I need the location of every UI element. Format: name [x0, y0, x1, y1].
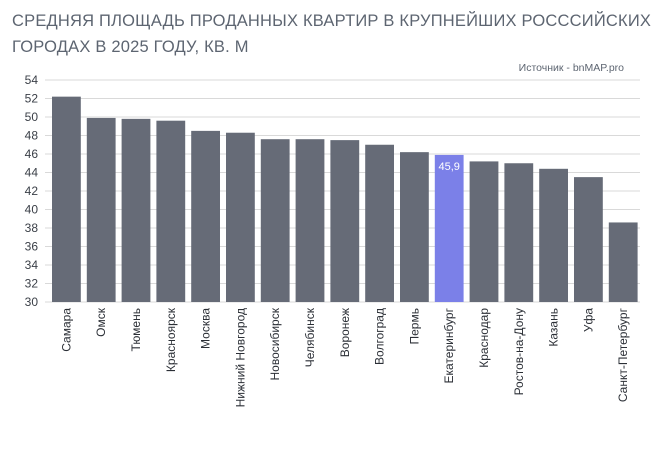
x-tick-label: Омск — [94, 307, 108, 337]
bar — [365, 144, 394, 302]
x-tick-label: Ростов-на-Дону — [512, 308, 526, 395]
x-tick-label: Казань — [547, 308, 561, 347]
y-tick-label: 44 — [25, 166, 39, 180]
y-tick-label: 48 — [25, 129, 39, 143]
y-tick-label: 36 — [25, 240, 39, 254]
bar — [260, 139, 290, 302]
y-tick-label: 30 — [25, 295, 39, 309]
y-tick-label: 34 — [25, 258, 39, 272]
bar — [86, 117, 116, 302]
x-tick-label: Санкт-Петербург — [616, 307, 630, 402]
bar — [539, 168, 568, 302]
x-tick-label: Краснодар — [477, 308, 491, 368]
chart-title-line-2: ГОРОДАХ В 2025 ГОДУ, КВ. М — [12, 38, 249, 56]
bar — [330, 140, 360, 302]
y-tick-label: 40 — [25, 203, 39, 217]
x-tick-label: Пермь — [407, 308, 421, 344]
x-tick-label: Волгоград — [373, 308, 387, 365]
bar — [574, 177, 603, 302]
chart-title-line-1: СРЕДНЯЯ ПЛОЩАДЬ ПРОДАННЫХ КВАРТИР В КРУП… — [12, 12, 652, 30]
chart-title: СРЕДНЯЯ ПЛОЩАДЬ ПРОДАННЫХ КВАРТИР В КРУП… — [12, 8, 652, 60]
x-tick-label: Тюмень — [129, 308, 143, 351]
bar — [400, 152, 429, 302]
x-tick-label: Екатеринбург — [442, 307, 456, 383]
x-tick-label: Самара — [59, 308, 73, 352]
bar — [504, 163, 534, 302]
x-tick-label: Уфа — [581, 308, 595, 332]
x-tick-label: Москва — [199, 308, 213, 349]
data-label: 45,9 — [438, 161, 459, 173]
bar — [226, 132, 255, 302]
bar — [156, 120, 186, 302]
y-tick-label: 42 — [25, 184, 39, 198]
bar — [469, 161, 499, 302]
y-tick-label: 50 — [25, 110, 39, 124]
y-tick-label: 54 — [25, 73, 39, 87]
x-tick-label: Челябинск — [303, 307, 317, 367]
bar — [295, 139, 325, 302]
bar — [608, 222, 638, 302]
bar — [434, 154, 464, 302]
y-tick-label: 46 — [25, 147, 39, 161]
bar — [121, 118, 151, 302]
bar — [52, 96, 81, 303]
source-note: Источник - bnMAP.pro — [518, 62, 624, 74]
x-tick-label: Нижний Новгород — [233, 308, 247, 407]
y-tick-label: 32 — [25, 277, 39, 291]
bar — [191, 130, 220, 302]
x-tick-label: Новосибирск — [268, 307, 282, 380]
y-tick-label: 38 — [25, 221, 39, 235]
x-tick-label: Воронеж — [338, 308, 352, 357]
x-tick-label: Красноярск — [164, 307, 178, 372]
y-tick-label: 52 — [25, 92, 39, 106]
